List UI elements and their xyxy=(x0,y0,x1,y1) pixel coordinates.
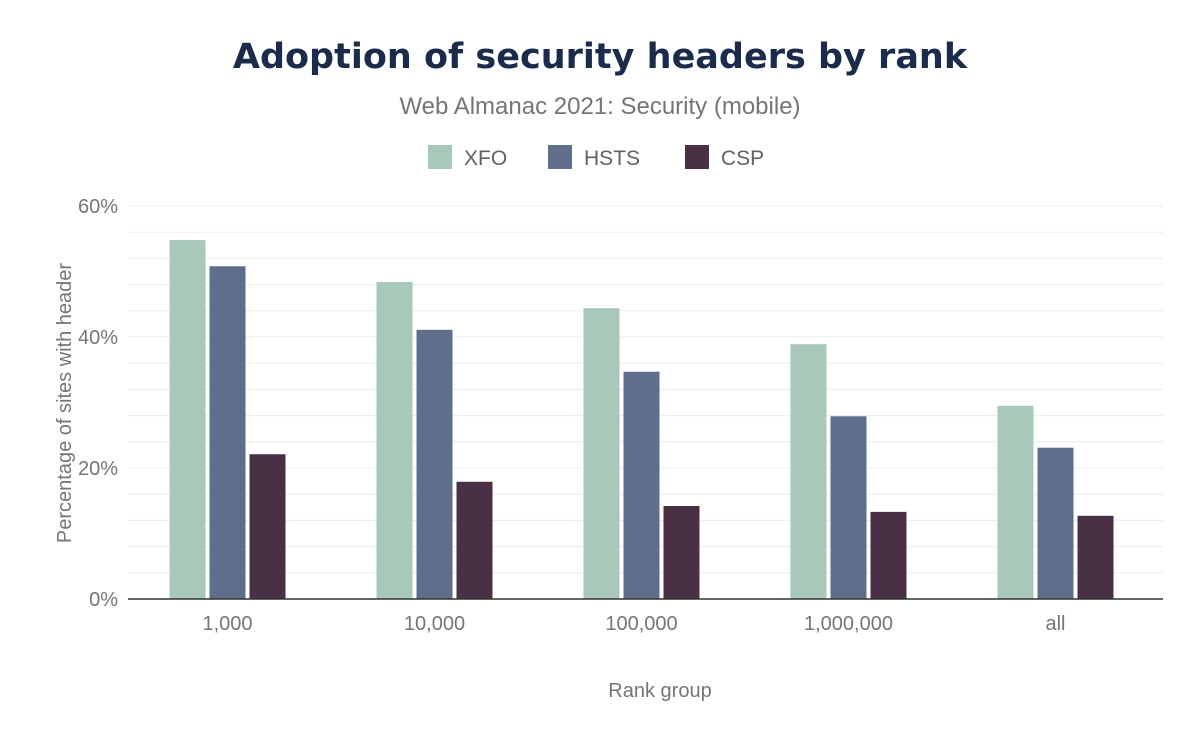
bar-xfo xyxy=(790,344,827,599)
y-axis-label: Percentage of sites with header xyxy=(54,263,76,544)
x-axis: 1,000 10,000 100,000 1,000,000 all xyxy=(202,613,1065,635)
y-tick-label: 0% xyxy=(89,589,118,611)
y-tick-label: 40% xyxy=(78,327,118,349)
x-tick-label: 1,000 xyxy=(202,613,252,635)
x-tick-label: 10,000 xyxy=(404,613,465,635)
legend-swatch-hsts xyxy=(548,145,572,169)
bar-csp xyxy=(663,505,700,599)
legend-label: HSTS xyxy=(584,147,640,170)
legend-swatch-csp xyxy=(685,145,709,169)
x-axis-label: Rank group xyxy=(608,680,711,702)
bar-hsts xyxy=(1037,447,1074,599)
bar-xfo xyxy=(169,240,206,599)
bar-csp xyxy=(456,481,493,599)
x-tick-label: all xyxy=(1045,613,1065,635)
bar-csp xyxy=(249,454,286,599)
x-tick-label: 1,000,000 xyxy=(804,613,893,635)
y-tick-label: 60% xyxy=(78,196,118,218)
y-axis: 0% 20% 40% 60% xyxy=(78,196,118,611)
bar-hsts xyxy=(416,329,453,599)
legend: XFO HSTS CSP xyxy=(428,145,764,170)
bar-hsts xyxy=(830,416,867,599)
bar-csp xyxy=(870,511,907,599)
y-tick-label: 20% xyxy=(78,458,118,480)
legend-label: CSP xyxy=(721,147,764,170)
legend-swatch-xfo xyxy=(428,145,452,169)
bar-csp xyxy=(1077,515,1114,599)
bar-hsts xyxy=(209,266,246,599)
bar-hsts xyxy=(623,371,660,599)
bar-xfo xyxy=(376,281,413,599)
chart-title: Adoption of security headers by rank xyxy=(233,37,968,77)
x-tick-label: 100,000 xyxy=(605,613,677,635)
bars xyxy=(169,240,1114,599)
bar-xfo xyxy=(997,405,1034,599)
legend-label: XFO xyxy=(464,147,507,170)
chart-subtitle: Web Almanac 2021: Security (mobile) xyxy=(399,93,800,120)
bar-xfo xyxy=(583,308,620,599)
